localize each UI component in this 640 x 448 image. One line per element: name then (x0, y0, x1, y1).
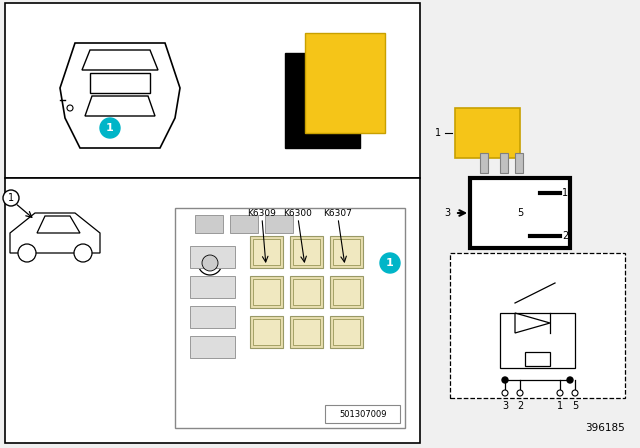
Text: K6300: K6300 (284, 208, 312, 217)
Circle shape (517, 390, 523, 396)
Text: 1: 1 (435, 128, 441, 138)
Bar (253, 279, 280, 305)
Bar (515, 153, 523, 173)
Bar (250, 316, 283, 348)
Bar (500, 153, 508, 173)
Bar (253, 239, 280, 265)
Text: 3: 3 (444, 208, 450, 218)
Circle shape (198, 251, 222, 275)
Text: 5: 5 (572, 401, 578, 411)
Bar (450, 253, 625, 398)
Circle shape (502, 390, 508, 396)
Bar (250, 236, 283, 268)
Bar (330, 236, 363, 268)
Bar (330, 316, 363, 348)
Bar (333, 239, 360, 265)
Text: 1: 1 (8, 193, 14, 203)
Bar (325, 405, 400, 423)
Text: 1: 1 (557, 401, 563, 411)
Bar (290, 276, 323, 308)
Circle shape (502, 377, 508, 383)
Bar (333, 279, 360, 305)
Bar (5, 3, 420, 178)
Bar (190, 246, 235, 268)
Bar (525, 352, 550, 366)
Bar (265, 215, 293, 233)
Bar (293, 239, 320, 265)
Bar (230, 215, 258, 233)
Bar (190, 306, 235, 328)
Bar (253, 319, 280, 345)
Bar (195, 215, 223, 233)
Bar (455, 108, 520, 158)
Bar (305, 33, 385, 133)
Circle shape (3, 190, 19, 206)
Bar (190, 276, 235, 298)
Text: 2: 2 (562, 231, 568, 241)
Bar (285, 53, 360, 148)
Text: 5: 5 (517, 208, 523, 218)
Bar (290, 236, 323, 268)
Circle shape (100, 118, 120, 138)
Circle shape (557, 390, 563, 396)
Bar (330, 276, 363, 308)
Text: 1: 1 (106, 123, 114, 133)
Bar (175, 208, 405, 428)
Text: K6309: K6309 (248, 208, 276, 217)
Circle shape (567, 377, 573, 383)
Circle shape (202, 255, 218, 271)
Bar (5, 178, 420, 443)
Circle shape (74, 244, 92, 262)
Bar (333, 319, 360, 345)
Text: 396185: 396185 (585, 423, 625, 433)
Bar (470, 178, 570, 248)
Bar (500, 313, 575, 368)
Text: 1: 1 (386, 258, 394, 268)
Bar (480, 153, 488, 173)
Text: 2: 2 (517, 401, 523, 411)
Circle shape (572, 390, 578, 396)
Bar (190, 336, 235, 358)
Bar (290, 316, 323, 348)
Text: 501307009: 501307009 (339, 409, 387, 418)
Circle shape (18, 244, 36, 262)
Circle shape (380, 253, 400, 273)
Bar (293, 319, 320, 345)
Text: 1: 1 (562, 188, 568, 198)
Text: 3: 3 (502, 401, 508, 411)
Text: K6307: K6307 (324, 208, 353, 217)
Bar (250, 276, 283, 308)
Bar (293, 279, 320, 305)
